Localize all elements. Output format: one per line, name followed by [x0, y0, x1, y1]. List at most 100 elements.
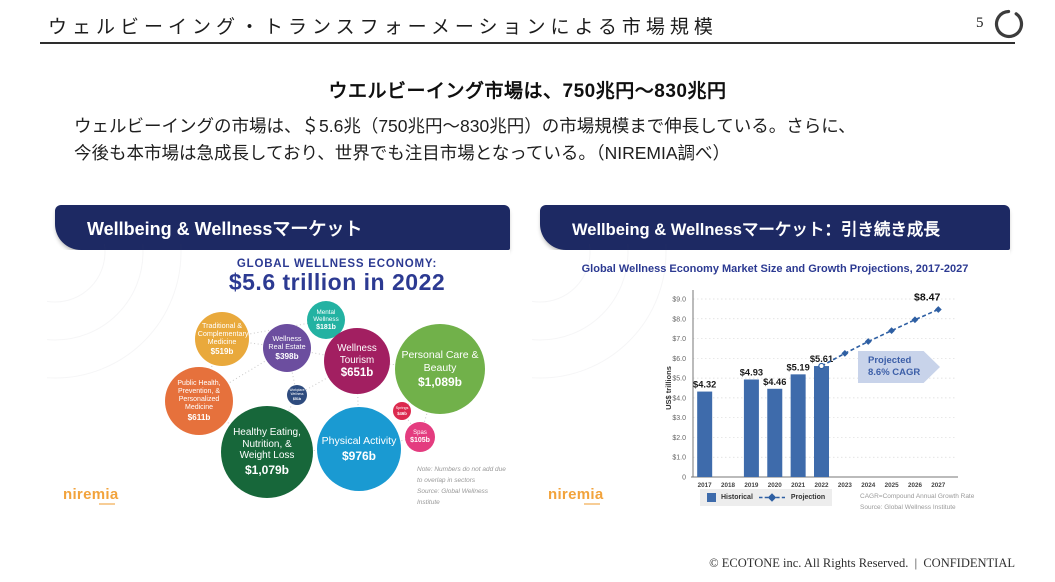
- niremia-logo: niremia: [548, 486, 603, 505]
- bar-chart-title: Global Wellness Economy Market Size and …: [581, 263, 969, 275]
- right-panel-body: Global Wellness Economy Market Size and …: [532, 244, 1010, 517]
- footnote-line-2: Source: Global Wellness Institute: [860, 504, 956, 512]
- bubble-value: $398b: [275, 352, 299, 362]
- legend-label-projection: Projection: [790, 494, 826, 501]
- bar-2022: [814, 366, 829, 477]
- bar-2021: [790, 374, 806, 477]
- projection-line-icon: [758, 493, 785, 502]
- niremia-logo-submark: [99, 503, 115, 505]
- note-line-3: Source: Global Wellness Institute: [417, 488, 489, 507]
- right-panel-title: Wellbeing & Wellnessマーケット：引き続き成長: [572, 220, 940, 239]
- bubble-label: Healthy Eating, Nutrition, & Weight Loss: [233, 427, 301, 462]
- svg-text:$7.0: $7.0: [672, 336, 686, 343]
- bubble-label: Spas: [413, 429, 427, 436]
- left-panel-header: Wellbeing & Wellnessマーケット: [55, 205, 510, 250]
- page-title: ウェルビーイング・トランスフォーメーションによる市場規模: [48, 17, 718, 38]
- left-panel-title: Wellbeing & Wellnessマーケット: [87, 218, 363, 239]
- svg-text:$5.0: $5.0: [672, 376, 686, 383]
- bubble-value: $519b: [210, 347, 234, 357]
- niremia-logo-submark: [584, 503, 600, 505]
- bubble-personal-care-beauty: Personal Care & Beauty $1,089b: [395, 324, 485, 414]
- bubble-chart-kicker: GLOBAL WELLNESS ECONOMY:: [236, 258, 438, 270]
- bubble-chart-title: $5.6 trillion in 2022: [228, 269, 446, 295]
- bar-chart-footnote: CAGR=Compound Annual Growth Rate Source:…: [860, 491, 974, 513]
- bubble-chart-title-block: GLOBAL WELLNESS ECONOMY: $5.6 trillion i…: [187, 258, 487, 296]
- callout-line-2: 8.6% CAGR: [868, 367, 921, 378]
- legend-label-historical: Historical: [721, 494, 753, 501]
- bar-2019: [743, 379, 759, 477]
- historical-swatch-icon: [707, 493, 716, 502]
- bubble-workplace-wellness: Workplace Wellness $51b: [287, 385, 307, 405]
- x-tick-2024: 2024: [861, 482, 876, 489]
- bubble-label: Workplace Wellness: [289, 387, 305, 396]
- bubble-label: Physical Activity: [321, 435, 397, 448]
- headline: ウエルビーイング市場は、750兆円〜830兆円: [328, 81, 727, 102]
- x-tick-2020: 2020: [768, 482, 783, 489]
- bubble-healthy-eating-nutrition-weight-loss: Healthy Eating, Nutrition, & Weight Loss…: [221, 406, 313, 498]
- callout-line-1: Projected: [868, 354, 912, 366]
- x-tick-2017: 2017: [698, 482, 713, 489]
- bubble-value: $46b: [397, 411, 407, 417]
- bubble-label: Mental Wellness: [313, 308, 339, 323]
- bubble-label: Public Health, Prevention, & Personalize…: [177, 379, 221, 412]
- svg-text:$6.0: $6.0: [672, 356, 686, 363]
- niremia-wordmark: niremia: [548, 486, 604, 503]
- bar-value-2019: $4.93: [740, 367, 763, 377]
- projection-cagr-callout: Projected 8.6% CAGR: [858, 351, 940, 383]
- svg-text:$8.0: $8.0: [672, 316, 686, 323]
- chart-legend: Historical Projection: [700, 489, 833, 506]
- background-arcs: [47, 244, 182, 379]
- footer-copyright: © ECOTONE inc. All Rights Reserved. | CO…: [709, 556, 1015, 570]
- bubble-label: Springs: [395, 405, 409, 410]
- bubble-value: $1,089b: [417, 374, 463, 389]
- x-tick-2019: 2019: [744, 482, 759, 489]
- svg-text:$2.0: $2.0: [672, 435, 686, 442]
- x-tick-2026: 2026: [908, 482, 923, 489]
- bubble-wellness-real-estate: Wellness Real Estate $398b: [263, 324, 311, 372]
- enso-circle-logo-icon: [994, 9, 1024, 39]
- right-panel-header: Wellbeing & Wellnessマーケット：引き続き成長: [540, 205, 1010, 250]
- bar-value-2022: $5.61: [810, 354, 833, 364]
- bubble-traditional-complementary-medicine: Traditional & Complementary Medicine $519…: [195, 312, 249, 366]
- note-line-1: Note: Numbers do not add due: [417, 466, 506, 473]
- left-panel-body: GLOBAL WELLNESS ECONOMY: $5.6 trillion i…: [47, 244, 510, 517]
- body-paragraph: ウェルビーイングの市場は、＄5.6兆（750兆円〜830兆円）の市場規模まで伸長…: [74, 113, 856, 167]
- bar-2020: [767, 388, 783, 477]
- x-tick-2027: 2027: [931, 482, 946, 489]
- projection-end-value: $8.47: [914, 291, 940, 303]
- bar-2017: [697, 391, 713, 477]
- x-tick-2018: 2018: [721, 482, 736, 489]
- bar-chart: $9.0 $8.0 $7.0 $6.0 $5.0 $4.0 $3.0 $2.0 $1.0 0 US$…: [540, 250, 1010, 517]
- bar-value-2020: $4.46: [763, 377, 786, 387]
- bubble-value: $1,079b: [244, 462, 290, 477]
- bubble-label: Traditional & Complementary Medicine: [197, 320, 249, 347]
- left-chart-panel: Wellbeing & Wellnessマーケット GLOBAL WELLNES…: [47, 205, 510, 517]
- bubble-value: $611b: [187, 413, 211, 423]
- bubble-label: Personal Care & Beauty: [401, 349, 479, 374]
- x-tick-2023: 2023: [838, 482, 853, 489]
- bubble-public-health-prevention-personalized-medicine: Public Health, Prevention, & Personalize…: [165, 367, 233, 435]
- body-line-2: 今後も本市場は急成長しており、世界でも注目市場となっている。（NIREMIA調べ…: [74, 143, 731, 164]
- bubble-value: $651b: [340, 366, 374, 379]
- bubble-physical-activity: Physical Activity $976b: [317, 407, 401, 491]
- bubble-value: $976b: [341, 448, 377, 463]
- svg-text:0: 0: [682, 475, 686, 482]
- niremia-logo: niremia: [63, 486, 118, 505]
- page-number: 5: [976, 15, 984, 31]
- bubble-wellness-tourism: Wellness Tourism $651b: [324, 328, 390, 394]
- right-chart-panel: Wellbeing & Wellnessマーケット：引き続き成長 Global …: [532, 205, 1010, 517]
- bubble-spas: Spas $105b: [405, 422, 435, 452]
- footnote-line-1: CAGR=Compound Annual Growth Rate: [860, 493, 975, 500]
- bubble-springs: Springs $46b: [393, 402, 411, 420]
- title-divider: [40, 42, 1015, 44]
- bubble-label: Wellness Tourism: [337, 343, 377, 366]
- bubble-value: $105b: [410, 437, 430, 445]
- svg-text:US$ trillions: US$ trillions: [664, 366, 673, 410]
- bubble-label: Wellness Real Estate: [268, 333, 306, 351]
- note-line-2: to overlap in sectors: [417, 477, 476, 485]
- bubble-chart: Traditional & Complementary Medicine $519…: [55, 250, 510, 517]
- x-tick-2022: 2022: [814, 482, 829, 489]
- svg-text:$4.0: $4.0: [672, 395, 686, 402]
- bar-value-2021: $5.19: [787, 362, 810, 372]
